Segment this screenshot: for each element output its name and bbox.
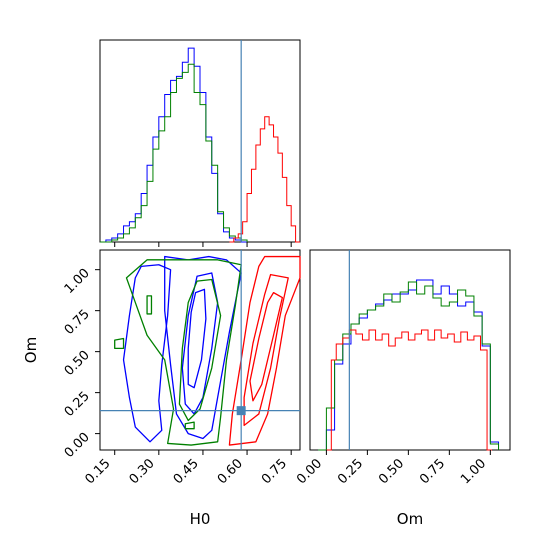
contour-red-9 <box>228 255 301 446</box>
contour-ytick-label: 1.00 <box>62 266 93 297</box>
om-xtick-tick-label: 0.50 <box>376 456 407 487</box>
om-xtick-tick-label: 0.75 <box>417 456 448 487</box>
om-hist-panel: 0.00 0.25 0.50 0.75 1.00 <box>294 249 511 487</box>
contour-ylabel: Om <box>22 337 40 363</box>
contour-panel: 0.15 0.30 0.45 0.60 0.75 0.00 0.25 0.50 0.75 1.0… <box>62 249 301 487</box>
h0-hist-red-series <box>229 116 300 243</box>
contour-ytick-label: 0.25 <box>62 389 93 420</box>
om-hist-green-series <box>318 281 500 451</box>
contour-blue-0 <box>122 264 172 443</box>
h0-hist-frame <box>99 39 301 243</box>
contour-green-5 <box>178 278 222 422</box>
contour-frame <box>99 249 301 451</box>
contour-ytick-label: 0.50 <box>62 348 93 379</box>
contour-blue-2 <box>181 272 219 415</box>
contour-blue-3 <box>187 288 207 389</box>
om-hist-xlabel: Om <box>397 510 423 528</box>
contour-green-8 <box>184 421 195 430</box>
h0-hist-panel <box>99 39 301 247</box>
contour-green-7 <box>146 295 153 315</box>
contour-green-4 <box>125 259 242 446</box>
contour-green-6 <box>114 337 125 350</box>
h0-hist-green-series <box>100 63 248 243</box>
contour-red-10 <box>243 273 289 427</box>
om-hist-frame <box>309 249 511 451</box>
om-hist-red-series <box>326 329 492 451</box>
contour-xtick-label: 0.60 <box>215 456 246 487</box>
truth-marker <box>236 406 246 416</box>
om-xtick-tick-label: 0.25 <box>335 456 366 487</box>
contour-xtick-label: 0.75 <box>259 456 290 487</box>
om-xtick-tick-label: 0.00 <box>294 456 325 487</box>
contour-ytick-label: 0.00 <box>62 430 93 461</box>
contour-xtick-label: 0.45 <box>171 456 202 487</box>
h0-hist-blue-series <box>100 47 248 243</box>
contour-ytick-label: 0.75 <box>62 307 93 338</box>
om-xtick-tick-label: 1.00 <box>458 456 489 487</box>
contour-xtick-label: 0.15 <box>82 456 113 487</box>
contour-red-11 <box>249 291 284 402</box>
om-hist-blue-series <box>318 279 500 451</box>
contour-xlabel: H0 <box>190 510 211 528</box>
contour-xtick-label: 0.30 <box>127 456 158 487</box>
contour-blue-1 <box>164 255 242 440</box>
